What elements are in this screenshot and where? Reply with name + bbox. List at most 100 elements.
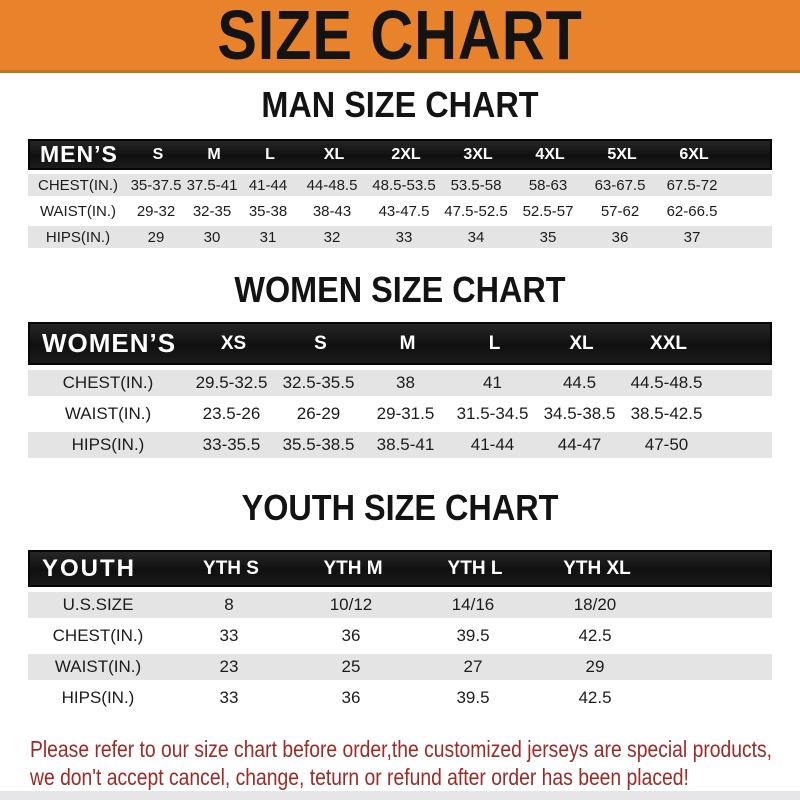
- table-header-label: YOUTH: [42, 554, 136, 582]
- size-cell: 34: [467, 228, 485, 246]
- size-chart-banner: SIZE CHART: [0, 0, 800, 73]
- size-row: WAIST(IN.) 23 25 27 29: [28, 654, 772, 680]
- table-header-row: MEN’S S M L XL 2XL 3XL 4XL 5XL 6XL: [28, 139, 772, 170]
- size-cell: 32: [323, 228, 341, 246]
- size-row: HIPS(IN.) 33-35.5 35.5-38.5 38.5-41 41-44 44-…: [28, 432, 772, 458]
- mens-section: MAN SIZE CHART MEN’S S M L XL 2XL 3XL 4XL 5XL 6XL…: [0, 87, 800, 248]
- footer-line-2: we don't accept cancel, change, teturn o…: [30, 764, 689, 790]
- size-row: U.S.SIZE 8 10/12 14/16 18/20: [28, 592, 772, 618]
- size-cell: 25: [341, 657, 361, 676]
- row-label: CHEST(IN.): [52, 626, 144, 645]
- bottom-strip: [0, 791, 800, 800]
- column-header: S: [152, 145, 164, 163]
- size-cell: 33: [395, 228, 413, 246]
- size-cell: 29-31.5: [376, 404, 435, 423]
- size-row: CHEST(IN.) 33 36 39.5 42.5: [28, 623, 772, 649]
- womens-size-table: WOMEN’S XS S M L XL XXL CHEST(IN.) 29.5-32.5 32.5…: [28, 322, 772, 458]
- size-cell: 36: [611, 228, 629, 246]
- row-label: CHEST(IN.): [62, 373, 154, 392]
- size-cell: 38.5-42.5: [630, 404, 703, 423]
- size-cell: 8: [224, 595, 234, 614]
- mens-heading-text: MAN SIZE CHART: [261, 84, 539, 125]
- size-cell: 18/20: [573, 595, 617, 614]
- size-cell: 39.5: [456, 626, 490, 645]
- size-cell: 10/12: [329, 595, 373, 614]
- column-header: 2XL: [391, 145, 421, 163]
- row-label: HIPS(IN.): [61, 688, 135, 707]
- row-label: CHEST(IN.): [38, 176, 118, 194]
- size-row: HIPS(IN.) 33 36 39.5 42.5: [28, 685, 772, 711]
- column-header: S: [314, 332, 327, 354]
- size-cell: 38: [396, 373, 415, 392]
- size-cell: 44-48.5: [306, 176, 358, 194]
- size-cell: 39.5: [456, 688, 490, 707]
- column-header: 6XL: [679, 145, 709, 163]
- size-cell: 41-44: [248, 176, 288, 194]
- size-cell: 33: [219, 626, 239, 645]
- size-row: HIPS(IN.) 29 30 31 32 33 34 35 36 37: [28, 226, 772, 248]
- size-cell: 33: [219, 688, 239, 707]
- column-header: M: [207, 145, 221, 163]
- column-header: L: [265, 145, 275, 163]
- column-header: XL: [323, 145, 345, 163]
- size-row: WAIST(IN.) 29-32 32-35 35-38 38-43 43-47.5 47.…: [28, 200, 772, 222]
- column-header: 3XL: [463, 145, 493, 163]
- column-header: M: [399, 332, 416, 354]
- size-cell: 58-63: [528, 176, 568, 194]
- size-cell: 36: [341, 626, 361, 645]
- column-header: YTH S: [203, 557, 259, 579]
- size-cell: 27: [463, 657, 483, 676]
- table-header-row: WOMEN’S XS S M L XL XXL: [28, 322, 772, 365]
- youth-heading: YOUTH SIZE CHART: [0, 490, 800, 526]
- womens-heading-text: WOMEN SIZE CHART: [234, 269, 566, 310]
- size-cell: 36: [341, 688, 361, 707]
- size-cell: 57-62: [600, 202, 640, 220]
- size-cell: 26-29: [296, 404, 341, 423]
- size-cell: 37: [683, 228, 701, 246]
- size-cell: 32.5-35.5: [282, 373, 355, 392]
- size-cell: 43-47.5: [378, 202, 430, 220]
- size-cell: 67.5-72: [666, 176, 718, 194]
- size-cell: 14/16: [451, 595, 495, 614]
- size-cell: 35: [539, 228, 557, 246]
- size-cell: 47.5-52.5: [444, 202, 508, 220]
- size-cell: 35-37.5: [130, 176, 182, 194]
- column-header: XXL: [650, 332, 687, 354]
- row-label: U.S.SIZE: [62, 595, 134, 614]
- size-cell: 23.5-26: [202, 404, 261, 423]
- size-cell: 35.5-38.5: [282, 435, 355, 454]
- youth-heading-text: YOUTH SIZE CHART: [241, 487, 559, 528]
- size-cell: 33-35.5: [202, 435, 261, 454]
- row-label: HIPS(IN.): [45, 228, 111, 246]
- table-header-label: MEN’S: [40, 141, 118, 167]
- footer-note: Please refer to our size chart before or…: [0, 735, 800, 791]
- size-cell: 62-66.5: [666, 202, 718, 220]
- size-cell: 23: [219, 657, 239, 676]
- column-header: XS: [220, 332, 247, 354]
- footer-line-1: Please refer to our size chart before or…: [30, 736, 773, 762]
- size-cell: 53.5-58: [450, 176, 502, 194]
- banner-title: SIZE CHART: [217, 0, 583, 74]
- size-cell: 44-47: [557, 435, 602, 454]
- size-cell: 32-35: [192, 202, 232, 220]
- column-header: YTH XL: [563, 557, 631, 579]
- youth-size-table: YOUTH YTH S YTH M YTH L YTH XL U.S.SIZE 8 10/12…: [28, 550, 772, 711]
- size-cell: 44.5-48.5: [630, 373, 703, 392]
- mens-heading: MAN SIZE CHART: [0, 87, 800, 123]
- size-cell: 63-67.5: [594, 176, 646, 194]
- size-cell: 41-44: [470, 435, 515, 454]
- size-cell: 31.5-34.5: [456, 404, 529, 423]
- size-cell: 42.5: [578, 626, 612, 645]
- size-cell: 29: [147, 228, 165, 246]
- size-cell: 34.5-38.5: [543, 404, 616, 423]
- row-label: WAIST(IN.): [39, 202, 117, 220]
- row-label: HIPS(IN.): [71, 435, 145, 454]
- row-label: WAIST(IN.): [64, 404, 152, 423]
- size-cell: 42.5: [578, 688, 612, 707]
- size-cell: 29: [585, 657, 605, 676]
- size-row: CHEST(IN.) 29.5-32.5 32.5-35.5 38 41 44.5 44.5…: [28, 370, 772, 396]
- size-cell: 29.5-32.5: [195, 373, 268, 392]
- size-row: CHEST(IN.) 35-37.5 37.5-41 41-44 44-48.5 48.5…: [28, 174, 772, 196]
- size-cell: 52.5-57: [522, 202, 574, 220]
